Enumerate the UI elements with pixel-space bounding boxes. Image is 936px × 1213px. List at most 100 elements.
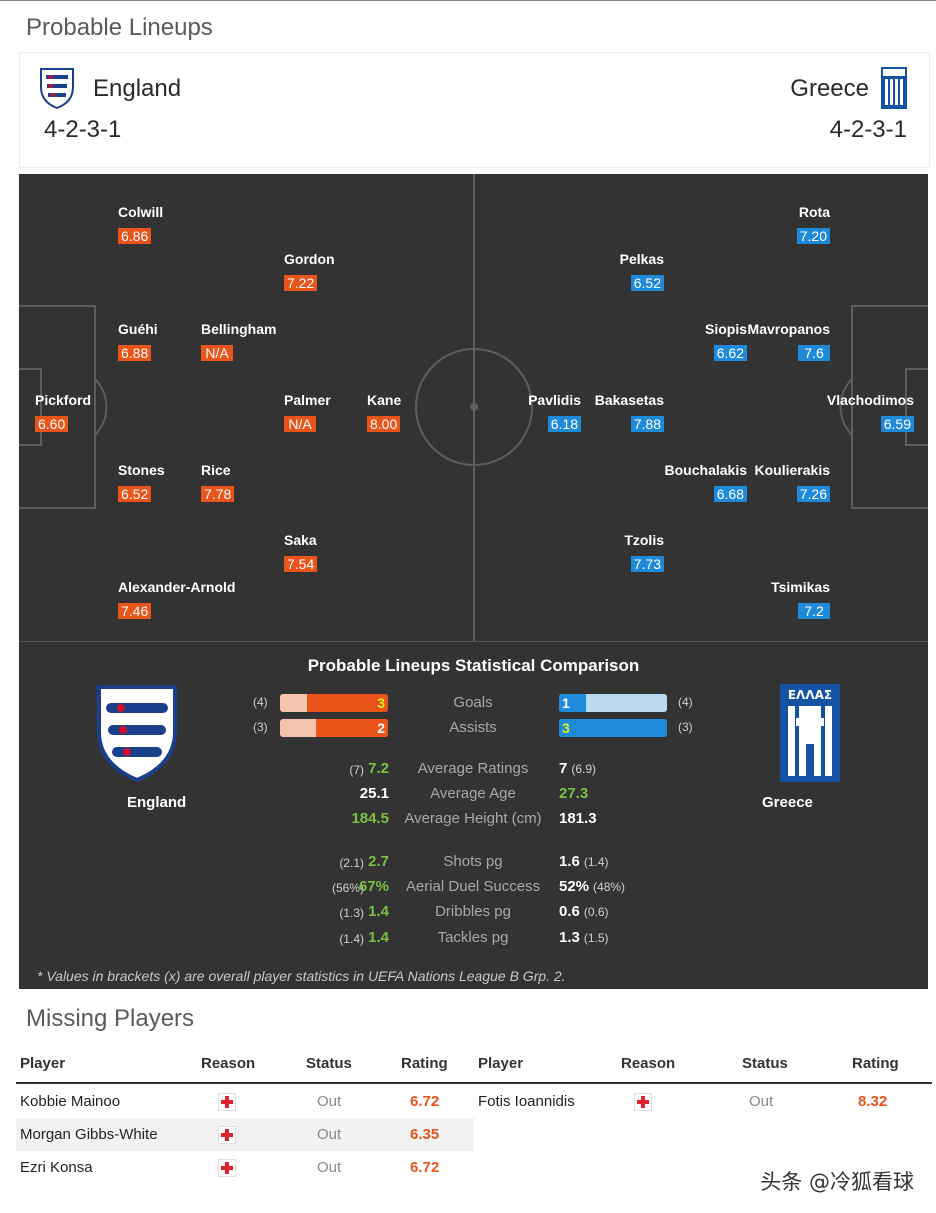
top-divider — [0, 0, 936, 1]
home-player-rating: 7.22 — [284, 275, 318, 291]
home-stat-bracket: (2.1) — [339, 856, 364, 870]
home-stat-value: 25.1 — [359, 785, 389, 802]
away-formation: 4-2-3-1 — [829, 116, 907, 143]
away-stat-bracket: (0.6) — [583, 905, 609, 919]
away-stat-value: 1.6 (1.4) — [559, 853, 609, 870]
home-player-name: Gordon — [284, 251, 335, 267]
home-formation: 4-2-3-1 — [44, 116, 122, 143]
home-player-rating: N/A — [201, 345, 233, 361]
away-header-player: Player — [478, 1055, 524, 1072]
away-stat-bracket: (1.5) — [583, 931, 609, 945]
pitch: Pickford 6.60 Colwill 6.86 Guéhi 6.88 Stones 6.… — [19, 174, 928, 641]
comparison-away-team: Greece — [762, 794, 813, 811]
home-player[interactable]: Palmer N/A — [284, 392, 331, 432]
home-player[interactable]: Stones 6.52 — [118, 462, 165, 502]
away-header-reason: Reason — [621, 1055, 676, 1072]
away-stat-bracket: (1.4) — [583, 855, 609, 869]
away-stat-value: 27.3 — [559, 785, 589, 802]
away-player[interactable]: Bouchalakis 6.68 — [665, 462, 747, 502]
away-player-name: Rota — [798, 204, 830, 220]
injury-cross-icon — [634, 1093, 652, 1111]
away-stat-bracket: (6.9) — [571, 762, 597, 776]
greece-large-crest-icon: ΕΛΛΑΣ — [780, 684, 840, 782]
away-player[interactable]: Tzolis 7.73 — [624, 532, 664, 572]
home-player-name: Pickford — [35, 392, 92, 408]
home-missing-row[interactable]: Kobbie Mainoo Out 6.72 — [16, 1085, 474, 1118]
away-bar-value: 1 — [562, 695, 570, 711]
home-stat-bracket: (56%) — [331, 881, 364, 895]
home-player-name: Colwill — [118, 204, 164, 220]
home-player[interactable]: Kane 8.00 — [367, 392, 401, 432]
home-stat-value: 67% — [358, 878, 389, 895]
stat-label: Tackles pg — [437, 929, 509, 946]
comparison-title: Probable Lineups Statistical Comparison — [307, 656, 640, 675]
home-player-rating: N/A — [284, 416, 316, 432]
away-player-name: Mavropanos — [747, 321, 830, 337]
home-player[interactable]: Alexander-Arnold 7.46 — [118, 579, 235, 619]
home-player[interactable]: Guéhi 6.88 — [118, 321, 158, 361]
home-team-name[interactable]: England — [93, 75, 182, 102]
pitch-markings — [19, 174, 928, 641]
home-bar-value: 3 — [377, 695, 385, 711]
away-player[interactable]: Koulierakis 7.26 — [755, 462, 830, 502]
table-header-divider — [16, 1082, 932, 1084]
away-player[interactable]: Siopis 6.62 — [705, 321, 747, 361]
away-stat-value: 0.6 (0.6) — [559, 903, 609, 920]
away-player-name: Pavlidis — [528, 392, 581, 408]
home-player-rating: 6.52 — [118, 486, 152, 502]
away-player[interactable]: Vlachodimos 6.59 — [827, 392, 914, 432]
home-player-rating: 7.46 — [118, 603, 152, 619]
home-player[interactable]: Gordon 7.22 — [284, 251, 335, 291]
home-player[interactable]: Bellingham N/A — [201, 321, 276, 361]
away-player[interactable]: Rota 7.20 — [796, 204, 830, 244]
away-player-name: Siopis — [704, 321, 747, 337]
away-player-rating: 6.68 — [713, 486, 747, 502]
away-stat-bracket: (48%) — [593, 880, 626, 894]
home-player-rating: 7.54 — [284, 556, 318, 572]
away-player[interactable]: Pelkas 6.52 — [620, 251, 664, 291]
home-player[interactable]: Rice 7.78 — [201, 462, 235, 502]
home-player[interactable]: Pickford 6.60 — [35, 392, 91, 432]
home-stat-bracket: (7) — [349, 763, 364, 777]
greece-crest-icon — [881, 67, 907, 109]
injury-cross-icon — [218, 1159, 236, 1177]
england-crest-icon — [40, 68, 74, 109]
missing-player-name[interactable]: Ezri Konsa — [20, 1159, 93, 1176]
bar-label: Assists — [449, 719, 497, 736]
home-player-rating: 8.00 — [367, 416, 401, 432]
home-player-rating: 6.60 — [35, 416, 69, 432]
away-bar-bracket: (4) — [678, 695, 693, 709]
greece-crest-text: ΕΛΛΑΣ — [788, 688, 832, 702]
away-player-name: Bakasetas — [594, 392, 664, 408]
away-team-name[interactable]: Greece — [790, 75, 869, 102]
home-bar-bracket: (3) — [253, 720, 268, 734]
missing-player-name[interactable]: Morgan Gibbs-White — [20, 1126, 158, 1143]
home-missing-row[interactable]: Ezri Konsa Out 6.72 — [16, 1151, 474, 1184]
home-stat-value: 184.5 — [351, 810, 389, 827]
home-missing-row[interactable]: Morgan Gibbs-White Out 6.35 — [16, 1118, 474, 1151]
home-stat-value: 1.4 — [368, 903, 389, 920]
stat-label: Shots pg — [443, 853, 503, 870]
away-player-rating: 7.88 — [630, 416, 664, 432]
home-player-name: Palmer — [284, 392, 331, 408]
home-player[interactable]: Colwill 6.86 — [118, 204, 163, 244]
missing-player-name[interactable]: Fotis Ioannidis — [478, 1093, 575, 1110]
home-player[interactable]: Saka 7.54 — [284, 532, 318, 572]
missing-player-rating: 8.32 — [858, 1093, 888, 1110]
away-player[interactable]: Mavropanos 7.6 — [748, 321, 830, 361]
lineups-section-title: Probable Lineups — [26, 14, 213, 41]
away-player-rating: 6.18 — [547, 416, 581, 432]
away-player[interactable]: Tsimikas 7.2 — [771, 579, 830, 619]
away-player[interactable]: Pavlidis 6.18 — [528, 392, 581, 432]
away-missing-row[interactable]: Fotis Ioannidis Out 8.32 — [474, 1085, 932, 1118]
stat-label: Average Height (cm) — [404, 810, 542, 827]
away-player-name: Pelkas — [619, 251, 664, 267]
home-player-rating: 7.78 — [201, 486, 235, 502]
home-player-rating: 6.88 — [118, 345, 152, 361]
away-player[interactable]: Bakasetas 7.88 — [595, 392, 664, 432]
missing-player-name[interactable]: Kobbie Mainoo — [20, 1093, 121, 1110]
home-player-name: Kane — [367, 392, 402, 408]
stat-label: Average Age — [430, 785, 516, 802]
home-stat-value: 2.7 — [368, 853, 389, 870]
missing-player-status: Out — [317, 1126, 342, 1143]
